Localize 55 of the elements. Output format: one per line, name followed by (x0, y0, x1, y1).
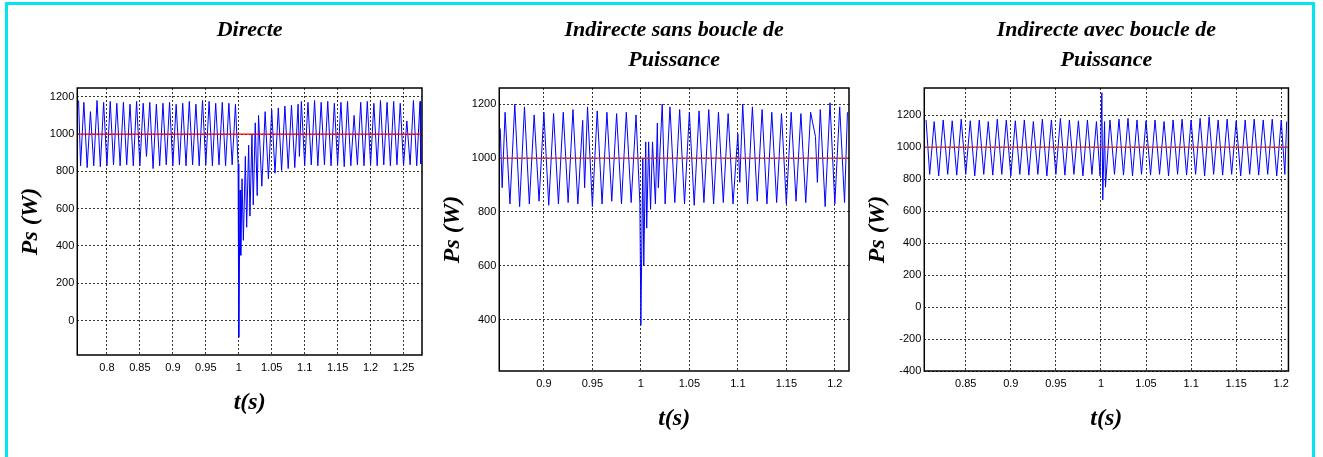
y-axis-title: Ps (W) (862, 195, 889, 265)
y-tick-label: 800 (902, 172, 922, 185)
x-tick-label: 1.1 (730, 376, 746, 389)
x-tick-label: 1.15 (326, 360, 349, 373)
x-tick-label: 1 (637, 376, 644, 389)
y-tick-label: 0 (915, 300, 922, 313)
y-tick-label: 400 (477, 312, 497, 325)
y-tick-label: 0 (68, 313, 75, 326)
x-tick-label: 1 (1097, 376, 1105, 389)
chart-title: Indirecte sans boucle de Puissance (563, 15, 785, 73)
x-tick-label: 0.9 (536, 376, 552, 389)
x-tick-label: 0.95 (581, 376, 604, 389)
y-tick-label: 1200 (896, 108, 922, 121)
x-axis-title: t(s) (233, 387, 266, 414)
y-axis-title: Ps (W) (437, 195, 464, 265)
y-tick-label: 200 (902, 268, 922, 281)
y-tick-label: 400 (55, 238, 75, 251)
y-tick-label: 200 (55, 276, 75, 289)
y-tick-label: 1200 (471, 97, 497, 110)
x-tick-label: 1.25 (392, 360, 415, 373)
chart-title: Directe (215, 15, 284, 43)
y-tick-label: 1000 (896, 140, 922, 153)
x-tick-label: 1.05 (261, 360, 283, 373)
x-tick-label: 1.2 (827, 376, 843, 389)
x-tick-label: 0.9 (165, 360, 181, 373)
y-tick-label: 1200 (49, 89, 75, 102)
x-tick-label: 1.2 (1273, 376, 1289, 389)
x-tick-label: 1.05 (678, 376, 701, 389)
y-tick-label: 800 (477, 205, 497, 218)
x-tick-label: 1.1 (1183, 376, 1199, 389)
x-axis-title: t(s) (658, 403, 691, 430)
x-tick-label: 1.1 (297, 360, 313, 373)
x-tick-label: 1.15 (1225, 376, 1247, 389)
y-tick-label: 400 (902, 236, 922, 249)
x-tick-label: 0.85 (129, 360, 151, 373)
y-tick-label: 1000 (49, 127, 75, 140)
x-tick-label: 0.95 (195, 360, 217, 373)
x-tick-label: 1 (235, 360, 242, 373)
y-tick-label: 600 (55, 201, 75, 214)
x-tick-label: 1.2 (362, 360, 379, 373)
x-tick-label: 1.15 (775, 376, 798, 389)
y-axis-title: Ps (W) (15, 187, 42, 257)
y-tick-label: 600 (477, 258, 497, 271)
x-axis-title: t(s) (1090, 403, 1123, 430)
chart-title: Indirecte avec boucle de Puissance (995, 15, 1217, 73)
x-tick-label: 0.9 (1003, 376, 1019, 389)
y-tick-label: -200 (899, 332, 922, 345)
y-tick-label: 800 (55, 164, 75, 177)
x-tick-label: 0.8 (99, 360, 115, 373)
y-tick-label: 600 (902, 204, 922, 217)
x-tick-label: 1.05 (1135, 376, 1157, 389)
x-tick-label: 0.95 (1045, 376, 1067, 389)
x-tick-label: 0.85 (955, 376, 977, 389)
y-tick-label: 1000 (471, 151, 497, 164)
y-tick-label: -400 (899, 364, 922, 377)
